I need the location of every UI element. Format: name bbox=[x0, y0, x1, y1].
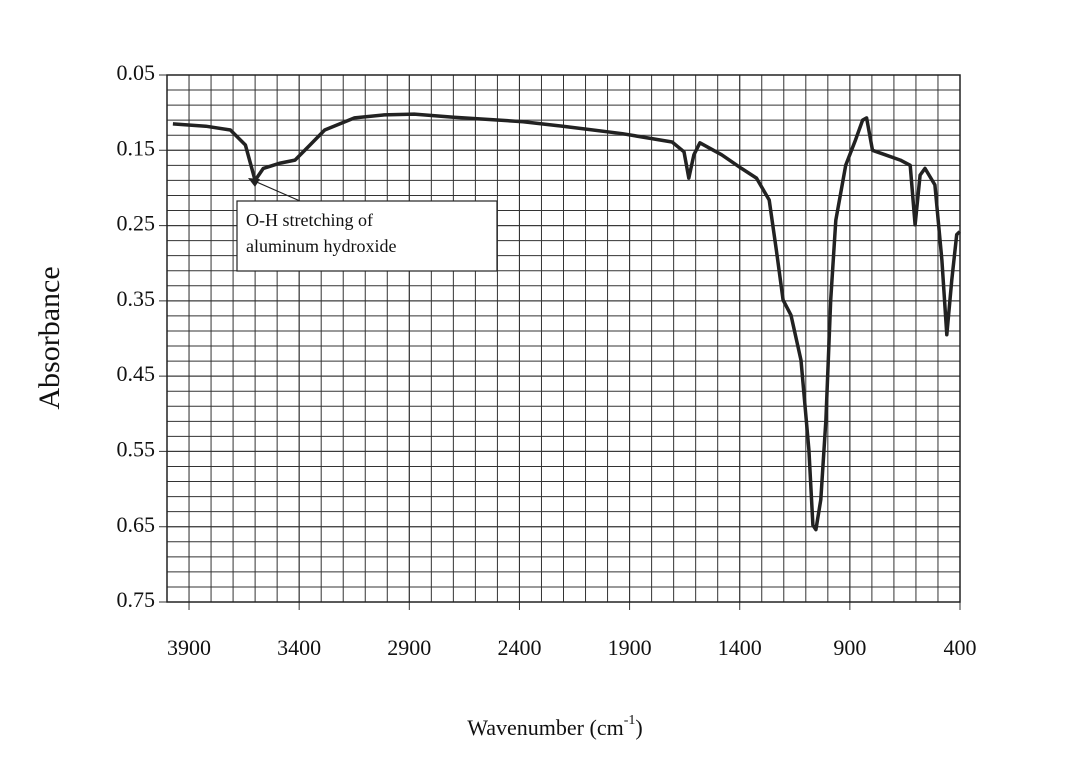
x-tick-label: 1400 bbox=[718, 635, 762, 660]
spectrum-line bbox=[172, 112, 962, 532]
y-tick-label: 0.35 bbox=[117, 286, 156, 311]
x-tick-label: 400 bbox=[944, 635, 977, 660]
y-tick-label: 0.25 bbox=[117, 211, 156, 236]
y-tick-label: 0.45 bbox=[117, 361, 156, 386]
x-tick-label: 2400 bbox=[497, 635, 541, 660]
annotation-box bbox=[236, 200, 498, 272]
annotation-text: aluminum hydroxide bbox=[246, 236, 396, 256]
annotation-text: O-H stretching of bbox=[246, 210, 373, 230]
y-tick-label: 0.75 bbox=[117, 587, 156, 612]
x-label-end: ) bbox=[635, 715, 642, 740]
x-tick-label: 900 bbox=[833, 635, 866, 660]
x-label-text: Wavenumber (cm bbox=[467, 715, 623, 740]
annotation-arrow bbox=[251, 179, 301, 202]
y-tick-label: 0.15 bbox=[117, 135, 156, 160]
arrow-head bbox=[248, 178, 260, 187]
x-tick-label: 3900 bbox=[167, 635, 211, 660]
x-tick-label: 3400 bbox=[277, 635, 321, 660]
y-tick-label: 0.05 bbox=[117, 60, 156, 85]
y-tick-label: 0.65 bbox=[117, 512, 156, 537]
x-tick-label: 1900 bbox=[608, 635, 652, 660]
x-label-sup: -1 bbox=[624, 713, 636, 728]
x-axis-label: Wavenumber (cm-1) bbox=[467, 713, 642, 740]
x-tick-label: 2900 bbox=[387, 635, 431, 660]
y-axis-label: Absorbance bbox=[33, 266, 66, 409]
y-tick-label: 0.55 bbox=[117, 436, 156, 461]
plot-frame bbox=[166, 74, 961, 603]
